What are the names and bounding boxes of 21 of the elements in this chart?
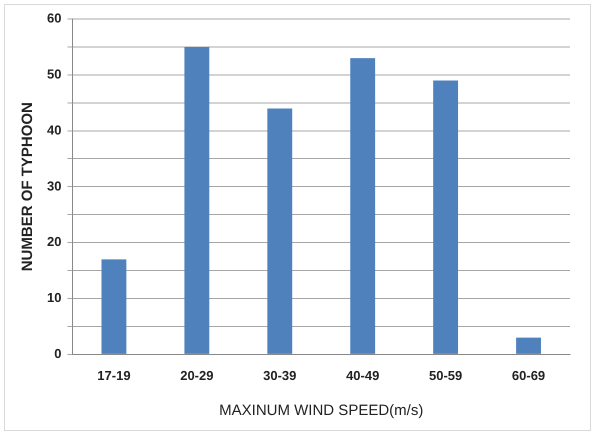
x-tick-label: 60-69 [512,368,546,383]
bar [433,80,458,354]
y-tick-label: 10 [46,290,62,306]
bar [516,338,541,354]
y-tick-label: 50 [46,66,62,82]
x-tick-label: 30-39 [263,368,296,383]
x-tick-label: 40-49 [346,368,380,383]
y-tick-label: 0 [54,346,62,361]
x-tick-label: 50-59 [428,368,462,383]
y-tick-label: 20 [46,234,62,250]
bar [101,259,126,354]
x-tick-label: 17-19 [97,368,131,383]
bar [267,108,292,354]
x-tick-label: 20-29 [180,368,214,383]
y-tick-label: 30 [46,178,62,194]
y-axis-title: NUMBER OF TYPHOON [19,102,36,272]
x-axis-title: MAXINUM WIND SPEED(m/s) [219,402,424,420]
y-tick-label: 60 [46,10,62,26]
bar [184,46,210,354]
y-tick-label: 40 [46,122,62,138]
bar [350,58,376,354]
